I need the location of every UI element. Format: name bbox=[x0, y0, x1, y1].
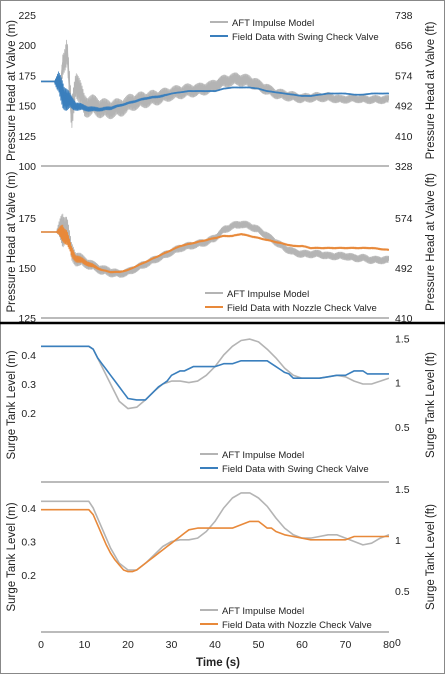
y-tick-label: 175 bbox=[18, 213, 36, 225]
series-1-line bbox=[41, 345, 389, 401]
chart-panel-head-swing: 100 125 150 175 200 225 328 410 492 574 656 738 Pres… bbox=[6, 10, 437, 173]
series-1-line bbox=[41, 80, 389, 110]
legend-label: AFT Impulse Model bbox=[222, 606, 304, 617]
y2-tick-label: 492 bbox=[395, 101, 413, 113]
y-tick-label: 125 bbox=[18, 313, 36, 325]
legend-label: Field Data with Swing Check Valve bbox=[232, 32, 379, 43]
y2-tick-label: 492 bbox=[395, 263, 413, 275]
x-tick-label: 50 bbox=[253, 639, 265, 651]
legend-label: AFT Impulse Model bbox=[232, 18, 314, 29]
legend-label: Field Data with Swing Check Valve bbox=[222, 464, 369, 475]
y-tick-label: 0.4 bbox=[21, 503, 36, 515]
series-0-line bbox=[41, 492, 389, 571]
y2-tick-label: 1 bbox=[395, 378, 401, 390]
chart-panel-tank-nozzle: 0.2 0.3 0.4 0 0.5 1 1.5 Surge Tank Level (m) Sur… bbox=[6, 484, 437, 649]
series-0-noise bbox=[41, 213, 389, 278]
y2-axis-title: Pressure Head at Valve (ft) bbox=[425, 173, 437, 311]
legend: AFT Impulse Model Field Data with Nozzle … bbox=[205, 289, 377, 314]
x-tick-label: 20 bbox=[122, 639, 134, 651]
y-tick-label: 100 bbox=[18, 161, 36, 173]
series-1-line bbox=[41, 508, 389, 573]
chart-panel-tank-swing: 0.2 0.3 0.4 0.5 1 1.5 Surge Tank Level (m) Surg… bbox=[6, 333, 437, 483]
y-tick-label: 200 bbox=[18, 40, 36, 52]
series-1-line bbox=[41, 231, 389, 273]
series-traces bbox=[41, 39, 389, 128]
x-tick-label: 10 bbox=[79, 639, 91, 651]
y2-tick-label: 1.5 bbox=[395, 484, 410, 496]
y2-tick-label: 0 bbox=[395, 637, 401, 649]
legend: AFT Impulse Model Field Data with Nozzle … bbox=[200, 606, 372, 631]
y-tick-label: 0.3 bbox=[21, 379, 36, 391]
x-axis-label: Time (s) bbox=[196, 657, 240, 669]
x-tick-label: 80 bbox=[383, 639, 395, 651]
y-tick-label: 175 bbox=[18, 70, 36, 82]
y-axis-title: Pressure Head at Valve (m) bbox=[6, 20, 18, 161]
y2-tick-label: 1.5 bbox=[395, 333, 410, 345]
y-tick-label: 0.2 bbox=[21, 408, 36, 420]
y2-tick-label: 1 bbox=[395, 535, 401, 547]
x-tick-label: 40 bbox=[209, 639, 221, 651]
x-tick-label: 70 bbox=[340, 639, 352, 651]
y-tick-label: 150 bbox=[18, 263, 36, 275]
y-axis-title: Surge Tank Level (m) bbox=[6, 350, 18, 459]
y-axis-title: Surge Tank Level (m) bbox=[6, 502, 18, 611]
y2-axis-title: Surge Tank Level (ft) bbox=[425, 504, 437, 610]
y2-tick-label: 410 bbox=[395, 313, 413, 325]
series-traces bbox=[41, 213, 389, 278]
x-tick-label: 0 bbox=[38, 639, 44, 651]
y2-tick-label: 0.5 bbox=[395, 586, 410, 598]
series-0-noise bbox=[41, 39, 389, 128]
series-traces bbox=[41, 492, 389, 573]
y2-axis-title: Surge Tank Level (ft) bbox=[425, 352, 437, 458]
legend-label: AFT Impulse Model bbox=[227, 289, 309, 300]
y2-tick-label: 738 bbox=[395, 10, 413, 22]
y-axis-title: Pressure Head at Valve (m) bbox=[6, 171, 18, 312]
y2-tick-label: 410 bbox=[395, 131, 413, 143]
legend: AFT Impulse Model Field Data with Swing C… bbox=[210, 18, 379, 43]
y2-axis-title: Pressure Head at Valve (ft) bbox=[425, 21, 437, 159]
x-tick-label: 60 bbox=[296, 639, 308, 651]
legend-label: Field Data with Nozzle Check Valve bbox=[227, 303, 377, 314]
panels: 100125150175200225328410492574656738Pres… bbox=[6, 10, 437, 651]
x-tick-label: 30 bbox=[166, 639, 178, 651]
chart-panel-head-nozzle: 125 150 175 410 492 574 Pressure Head at Valve… bbox=[6, 171, 437, 325]
y2-tick-label: 574 bbox=[395, 213, 413, 225]
y2-tick-label: 656 bbox=[395, 40, 413, 52]
y2-tick-label: 574 bbox=[395, 70, 413, 82]
y-tick-label: 150 bbox=[18, 101, 36, 113]
series-traces bbox=[41, 338, 389, 410]
y2-tick-label: 328 bbox=[395, 161, 413, 173]
y-tick-label: 225 bbox=[18, 10, 36, 22]
y-tick-label: 0.2 bbox=[21, 570, 36, 582]
legend-label: Field Data with Nozzle Check Valve bbox=[222, 620, 372, 631]
y-tick-label: 0.3 bbox=[21, 537, 36, 549]
y2-tick-label: 0.5 bbox=[395, 422, 410, 434]
legend-label: AFT Impulse Model bbox=[222, 450, 304, 461]
y-tick-label: 0.4 bbox=[21, 350, 36, 362]
y-tick-label: 125 bbox=[18, 131, 36, 143]
legend: AFT Impulse Model Field Data with Swing C… bbox=[200, 450, 369, 475]
